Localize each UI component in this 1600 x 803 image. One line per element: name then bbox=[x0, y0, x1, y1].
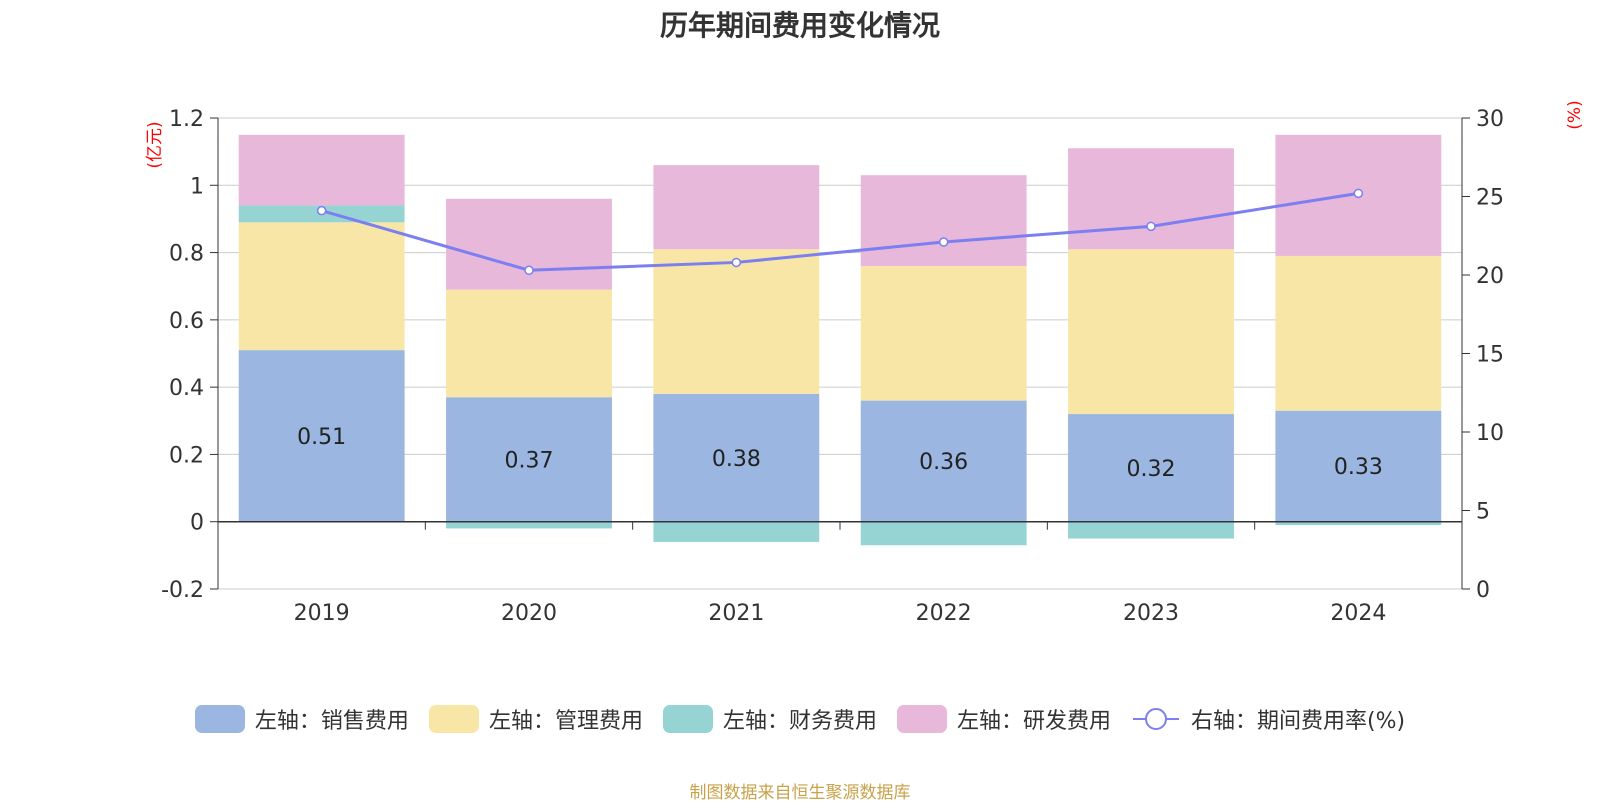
rate-line bbox=[321, 191, 1359, 272]
bar-data-label: 0.38 bbox=[712, 447, 761, 472]
bar-data-label: 0.36 bbox=[919, 450, 968, 475]
left-axis-tick-label: 0 bbox=[190, 511, 204, 536]
bar-segment bbox=[653, 521, 820, 542]
legend-swatch bbox=[662, 705, 713, 733]
bar-segment bbox=[446, 289, 612, 398]
rate-point bbox=[1353, 188, 1364, 199]
x-axis-tick-label: 2024 bbox=[1330, 601, 1386, 626]
x-axis-tick-label: 2020 bbox=[501, 601, 557, 626]
bar-segment bbox=[860, 266, 1027, 401]
bar-segment bbox=[446, 198, 612, 290]
left-axis-tick-label: 0.4 bbox=[169, 376, 204, 401]
bar-data-label: 0.37 bbox=[505, 448, 554, 473]
legend-item[interactable]: 左轴：销售费用 bbox=[194, 703, 409, 735]
legend-label: 左轴：管理费用 bbox=[488, 709, 643, 734]
bar-data-label: 0.33 bbox=[1334, 455, 1383, 480]
axes: -0.2 0 0.2 0.4 0.6 0.8 1 1.2 0 5 10 15 20 25 30 2019 202… bbox=[161, 107, 1504, 626]
line-series bbox=[316, 188, 1364, 276]
legend-item[interactable]: 左轴：财务费用 bbox=[662, 703, 877, 735]
source-note: 制图数据来自恒生聚源数据库 bbox=[689, 783, 911, 803]
legend-swatch bbox=[428, 705, 479, 733]
right-axis-tick-label: 15 bbox=[1476, 343, 1504, 368]
left-axis-tick-label: 0.2 bbox=[169, 443, 204, 468]
bar-data-label: 0.51 bbox=[297, 425, 346, 450]
legend-swatch bbox=[194, 705, 245, 733]
x-axis-tick-label: 2022 bbox=[916, 601, 972, 626]
bar-segment bbox=[1068, 521, 1234, 539]
bar-segment bbox=[238, 350, 405, 522]
legend-label: 左轴：财务费用 bbox=[722, 709, 877, 734]
legend-label: 左轴：研发费用 bbox=[956, 709, 1111, 734]
bar-segment bbox=[1275, 521, 1442, 526]
left-axis-tick-label: 0.8 bbox=[169, 242, 204, 267]
bar-segment bbox=[446, 521, 612, 529]
right-axis-tick-label: 25 bbox=[1476, 186, 1504, 211]
bar-series bbox=[238, 134, 1442, 546]
right-axis-tick-label: 0 bbox=[1476, 578, 1490, 603]
bar-segment bbox=[446, 397, 612, 522]
right-axis-tick-label: 5 bbox=[1476, 500, 1490, 525]
left-axis-unit-label: (亿元) bbox=[145, 121, 165, 168]
legend-label: 左轴：销售费用 bbox=[254, 709, 409, 734]
legend-item[interactable]: 右轴：期间费用率(%) bbox=[1131, 703, 1405, 735]
bar-segment bbox=[653, 249, 820, 394]
bar-segment bbox=[1068, 414, 1234, 522]
chart-title: 历年期间费用变化情况 bbox=[659, 9, 940, 42]
legend-swatch bbox=[896, 705, 947, 733]
legend-item[interactable]: 左轴：管理费用 bbox=[428, 703, 643, 735]
x-axis-tick-label: 2021 bbox=[708, 601, 764, 626]
left-axis-tick-label: 1 bbox=[190, 174, 204, 199]
bar-data-label: 0.32 bbox=[1127, 457, 1176, 482]
bar-segment bbox=[1068, 148, 1234, 250]
bar-segment bbox=[860, 521, 1027, 546]
legend-label: 右轴：期间费用率(%) bbox=[1190, 709, 1406, 734]
left-axis-tick-label: -0.2 bbox=[161, 578, 204, 603]
bar-segment bbox=[238, 222, 405, 351]
bar-segment bbox=[1275, 410, 1442, 522]
left-axis-tick-label: 1.2 bbox=[169, 107, 204, 132]
rate-point bbox=[524, 265, 534, 276]
bar-segment bbox=[653, 393, 820, 522]
legend-item[interactable]: 左轴：研发费用 bbox=[896, 703, 1111, 735]
right-axis-tick-label: 20 bbox=[1476, 264, 1504, 289]
x-axis-tick-label: 2019 bbox=[294, 601, 350, 626]
rate-point bbox=[938, 237, 949, 247]
bar-segment bbox=[653, 165, 820, 250]
x-axis-tick-label: 2023 bbox=[1123, 601, 1179, 626]
grid-lines bbox=[218, 117, 1462, 590]
bar-segment bbox=[860, 175, 1027, 267]
legend-line-marker bbox=[1132, 708, 1179, 730]
legend: 左轴：销售费用 左轴：管理费用 左轴：财务费用 左轴：研发费用 右轴：期间费用率(%) bbox=[0, 703, 1600, 735]
bar-segment bbox=[1068, 249, 1234, 415]
right-axis-tick-label: 30 bbox=[1476, 107, 1504, 132]
bar-segment bbox=[1275, 255, 1442, 411]
right-axis-unit-label: (%) bbox=[1565, 100, 1585, 129]
data-labels: 0.51 0.37 0.38 0.36 0.32 0.33 bbox=[297, 425, 1383, 482]
rate-point bbox=[1146, 221, 1156, 232]
bar-segment bbox=[860, 400, 1027, 522]
left-axis-tick-label: 0.6 bbox=[169, 309, 204, 334]
chart-canvas: -0.2 0 0.2 0.4 0.6 0.8 1 1.2 0 5 10 15 20 25 30 2019 202… bbox=[145, 100, 1585, 626]
bar-segment bbox=[238, 134, 405, 206]
rate-point bbox=[316, 205, 327, 216]
right-axis-tick-label: 10 bbox=[1476, 421, 1504, 446]
rate-point bbox=[731, 257, 742, 268]
